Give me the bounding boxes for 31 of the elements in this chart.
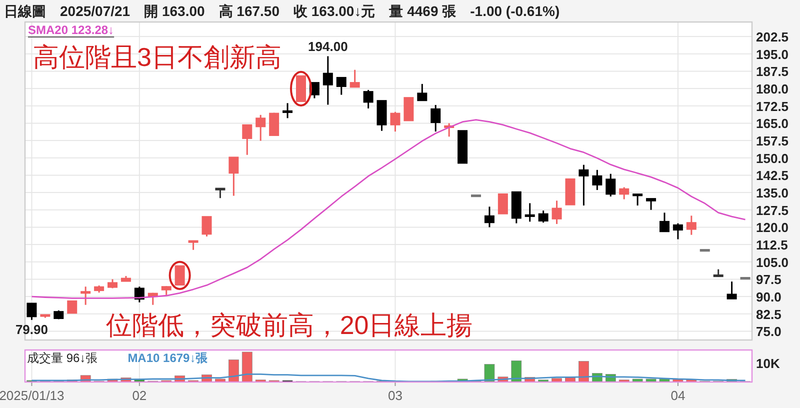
y-tick-label: 82.5 xyxy=(756,306,782,322)
x-tick-label: 03 xyxy=(388,388,402,403)
y-tick-label: 187.5 xyxy=(756,64,789,80)
y-tick-label: 112.5 xyxy=(756,238,788,253)
annotation: 194.00 xyxy=(308,39,348,54)
x-tick-label: 2025/01/13 xyxy=(0,388,64,403)
y-tick-label: 180.0 xyxy=(756,82,789,97)
text: 10K xyxy=(756,356,780,371)
y-tick-label: 97.5 xyxy=(756,272,782,288)
y-tick-label: 127.5 xyxy=(756,202,789,218)
y-tick-label: 165.0 xyxy=(756,116,789,132)
y-tick-label: 150.0 xyxy=(756,150,789,166)
y-tick-label: 75.0 xyxy=(756,324,782,340)
y-tick-label: 202.5 xyxy=(756,30,789,45)
series-label: MA10 1679↓張 xyxy=(128,351,209,365)
y-tick-label: 172.5 xyxy=(756,98,789,114)
y-tick-label: 105.0 xyxy=(756,254,789,270)
x-tick-label: 02 xyxy=(132,388,147,403)
text: SMA20 123.28↓ xyxy=(28,23,114,37)
annotation: 位階低，突破前高，20日線上揚 xyxy=(106,310,473,340)
y-tick-label: 142.5 xyxy=(756,168,789,184)
chart-title: 成交量 96↓張 xyxy=(27,351,98,365)
annotation: 79.90 xyxy=(15,322,48,337)
y-tick-label: 195.0 xyxy=(756,46,789,62)
y-tick-label: 157.5 xyxy=(756,134,789,149)
annotation: 高位階且3日不創新高 xyxy=(33,42,282,72)
y-tick-label: 135.0 xyxy=(756,186,789,201)
x-tick-label: 04 xyxy=(670,388,686,403)
y-tick-label: 120.0 xyxy=(756,220,789,236)
y-tick-label: 90.0 xyxy=(756,290,782,305)
chart-title: 日線圖 2025/07/21 開 163.00 高 167.50 收 163.00↓元 量 4469 張 -1.00 (-0.61%) xyxy=(4,3,560,19)
